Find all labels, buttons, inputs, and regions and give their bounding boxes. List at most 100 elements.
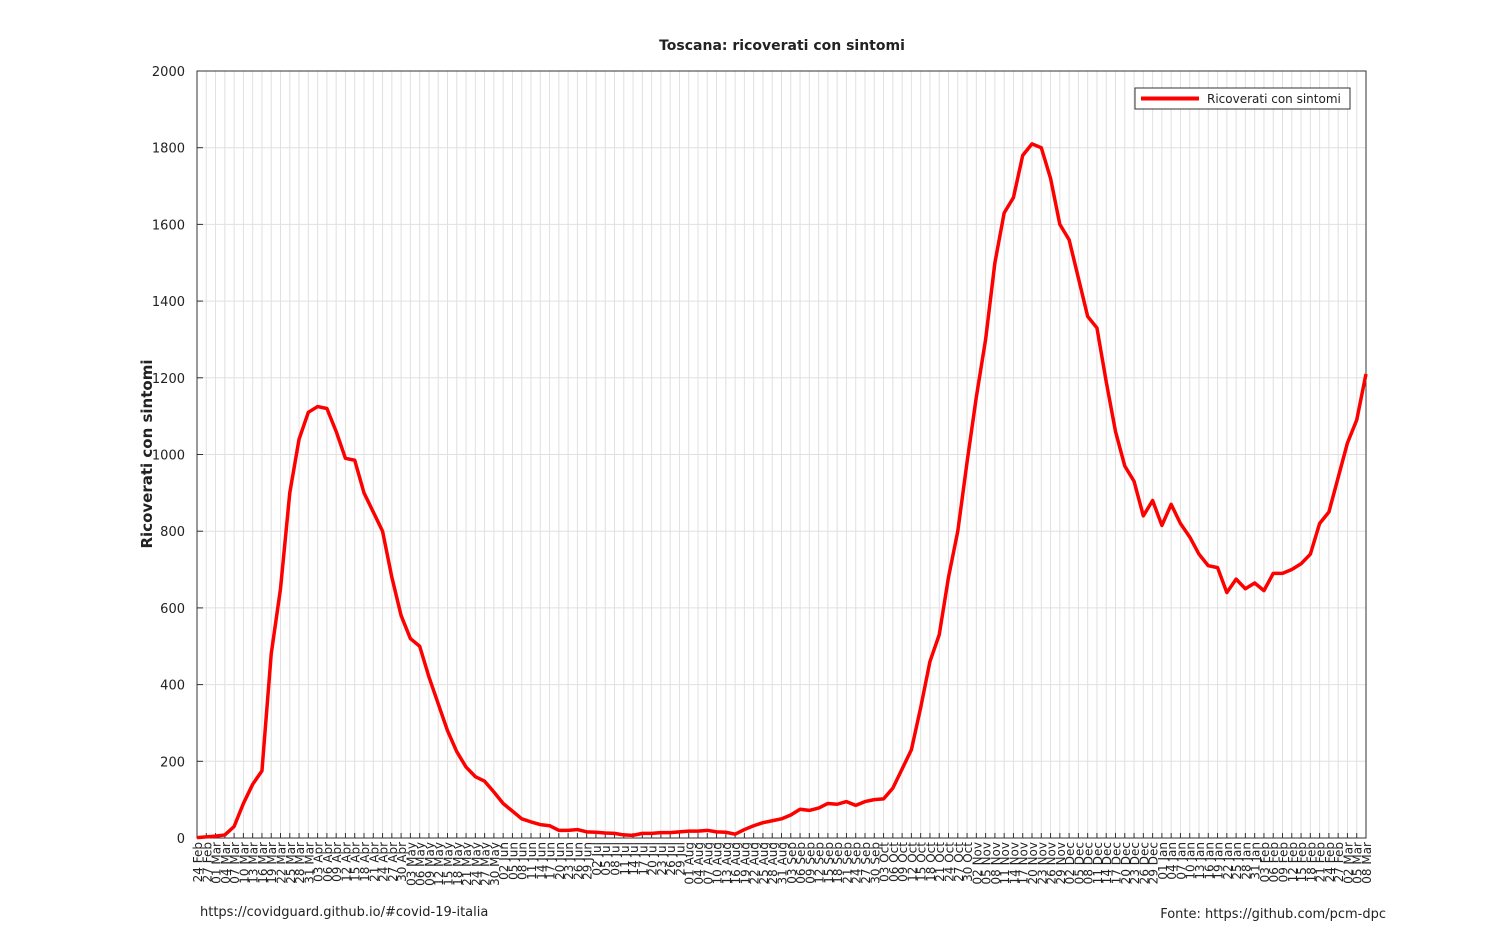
x-tick-label: 02 Nov — [970, 842, 984, 885]
x-tick-label: 27 Feb — [1332, 842, 1346, 882]
x-tick-label: 24 Feb — [191, 842, 205, 882]
x-tick-label: 10 Aug — [711, 842, 725, 885]
y-tick-label: 200 — [160, 755, 185, 770]
x-tick-label: 07 Jan — [1174, 842, 1188, 880]
x-tick-label: 22 Aug — [748, 842, 762, 885]
x-tick-label: 28 Mar — [293, 842, 307, 884]
x-tick-label: 29 Jun — [581, 842, 595, 880]
x-tick-label: 06 Oct — [887, 842, 901, 882]
x-tick-label: 23 Jun — [562, 842, 576, 880]
x-tick-label: 30 Apr — [395, 842, 409, 882]
x-tick-label: 15 Sep — [822, 842, 836, 884]
x-tick-label: 20 Jul — [646, 842, 660, 876]
x-tick-label: 08 Jun — [516, 842, 530, 880]
x-tick-label: 07 Aug — [701, 842, 715, 885]
x-tick-label: 19 Jan — [1212, 842, 1226, 880]
x-tick-label: 27 Sep — [859, 842, 873, 884]
x-tick-label: 21 Sep — [840, 842, 854, 884]
x-tick-label: 08 Mar — [1360, 842, 1374, 884]
x-tick-label: 11 Nov — [998, 842, 1012, 885]
x-tick-label: 11 Jun — [525, 842, 539, 880]
x-tick-label: 24 Oct — [943, 842, 957, 882]
x-tick-label: 23 Dec — [1128, 842, 1142, 884]
footer-left: https://covidguard.github.io/#covid-19-i… — [200, 905, 488, 920]
y-tick-label: 600 — [160, 602, 185, 617]
x-tick-label: 14 Dec — [1100, 842, 1114, 884]
x-tick-label: 02 Dec — [1063, 842, 1077, 884]
x-tick-label: 18 Oct — [924, 842, 938, 882]
x-tick-label: 01 Aug — [683, 842, 697, 885]
x-tick-label: 26 Jun — [571, 842, 585, 880]
x-tick-label: 31 Jan — [1249, 842, 1263, 880]
x-tick-label: 13 Jan — [1193, 842, 1207, 880]
footer-right: Fonte: https://github.com/pcm-dpc — [1160, 907, 1386, 922]
x-tick-label: 09 May — [423, 842, 437, 886]
x-tick-label: 26 Dec — [1137, 842, 1151, 884]
x-tick-label: 07 Mar — [228, 842, 242, 884]
legend-label: Ricoverati con sintomi — [1207, 92, 1341, 106]
x-tick-label: 03 Feb — [1258, 842, 1272, 882]
x-tick-label: 24 Apr — [377, 842, 391, 882]
y-tick-label: 1000 — [152, 449, 185, 464]
x-tick-label: 29 Dec — [1147, 842, 1161, 884]
x-tick-label: 01 Mar — [210, 842, 224, 884]
x-tick-label: 06 Feb — [1267, 842, 1281, 882]
x-tick-label: 14 Nov — [1007, 842, 1021, 885]
y-tick-label: 1600 — [152, 218, 185, 233]
y-axis-label: Ricoverati con sintomi — [138, 360, 156, 549]
x-tick-label: 15 Feb — [1295, 842, 1309, 882]
y-tick-label: 2000 — [152, 65, 185, 80]
x-tick-label: 26 Nov — [1045, 842, 1059, 885]
x-tick-label: 03 Oct — [878, 842, 892, 882]
x-tick-label: 23 Nov — [1035, 842, 1049, 885]
x-tick-label: 16 Jan — [1202, 842, 1216, 880]
x-tick-label: 27 May — [479, 842, 493, 886]
x-tick-label: 04 Jan — [1165, 842, 1179, 880]
y-tick-label: 800 — [160, 525, 185, 540]
x-tick-label: 06 Apr — [321, 842, 335, 882]
x-tick-label: 20 Nov — [1026, 842, 1040, 885]
x-tick-label: 19 Mar — [265, 842, 279, 884]
x-tick-label: 17 Jul — [636, 842, 650, 876]
x-tick-label: 25 Aug — [757, 842, 771, 885]
x-tick-label: 05 Dec — [1072, 842, 1086, 884]
x-tick-label: 02 Mar — [1341, 842, 1355, 884]
x-tick-label: 02 Jul — [590, 842, 604, 876]
x-tick-label: 15 Apr — [349, 842, 363, 882]
x-tick-label: 21 Apr — [367, 842, 381, 882]
x-tick-label: 10 Mar — [237, 842, 251, 884]
x-tick-label: 03 Apr — [312, 842, 326, 882]
y-tick-label: 0 — [177, 832, 185, 847]
x-tick-label: 13 Mar — [247, 842, 261, 884]
x-tick-label: 04 Aug — [692, 842, 706, 885]
x-tick-label: 02 Jun — [497, 842, 511, 880]
x-tick-label: 03 Sep — [785, 842, 799, 884]
plot-frame — [196, 70, 1367, 839]
chart-title: Toscana: ricoverati con sintomi — [659, 38, 905, 54]
x-tick-label: 06 May — [414, 842, 428, 886]
x-tick-label: 14 Jun — [534, 842, 548, 880]
x-tick-label: 29 Nov — [1054, 842, 1068, 885]
x-tick-label: 12 Oct — [905, 842, 919, 882]
x-tick-label: 08 Dec — [1082, 842, 1096, 884]
x-tick-label: 05 Mar — [1351, 842, 1365, 884]
legend-box — [1134, 87, 1351, 110]
x-tick-label: 09 Oct — [896, 842, 910, 882]
x-tick-label: 09 Feb — [1277, 842, 1291, 882]
x-tick-label: 25 Jan — [1230, 842, 1244, 880]
x-tick-label: 22 Jan — [1221, 842, 1235, 880]
y-tick-label: 1800 — [152, 142, 185, 157]
x-tick-label: 24 Sep — [850, 842, 864, 884]
x-tick-label: 12 Feb — [1286, 842, 1300, 882]
x-tick-label: 13 Aug — [720, 842, 734, 885]
x-tick-label: 09 Sep — [803, 842, 817, 884]
x-tick-label: 24 Feb — [1323, 842, 1337, 882]
x-tick-label: 16 Mar — [256, 842, 270, 884]
x-tick-label: 30 May — [488, 842, 502, 886]
x-tick-label: 08 Nov — [989, 842, 1003, 885]
x-tick-label: 18 Sep — [831, 842, 845, 884]
x-tick-label: 31 Mar — [302, 842, 316, 884]
x-tick-label: 15 Oct — [915, 842, 929, 882]
